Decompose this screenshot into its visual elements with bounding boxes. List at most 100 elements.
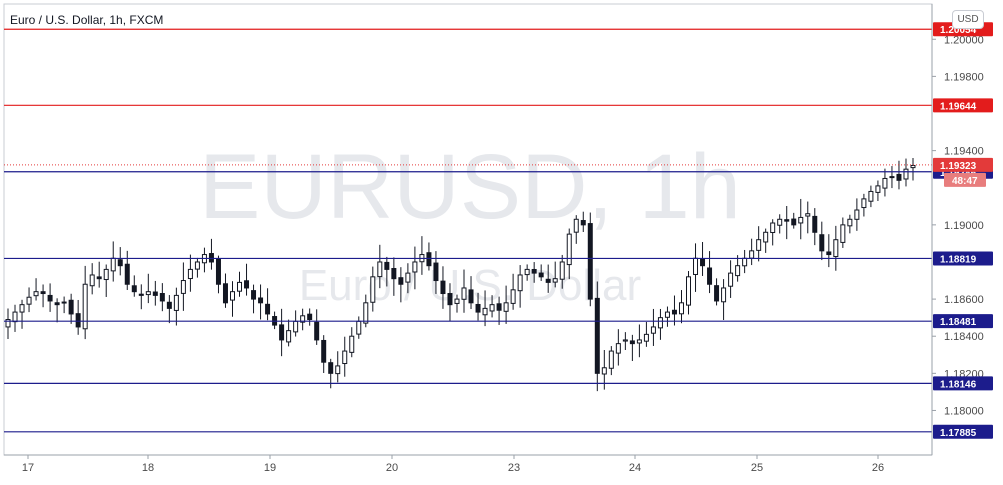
- candle: [622, 332, 628, 351]
- candle: [461, 269, 467, 313]
- candle: [12, 304, 18, 332]
- candle-body: [61, 301, 67, 304]
- candle: [391, 257, 397, 296]
- candle-body: [524, 268, 530, 276]
- candle: [26, 287, 32, 313]
- candle-body: [721, 287, 727, 303]
- time-tick-label: 26: [872, 462, 884, 474]
- candle-body: [510, 289, 516, 304]
- candle-body: [664, 311, 670, 318]
- candle-body: [433, 262, 439, 282]
- candle: [489, 295, 495, 318]
- candle-body: [707, 267, 713, 285]
- candle-body: [300, 315, 306, 323]
- price-axis[interactable]: 1.180001.182001.184001.186001.190001.194…: [931, 4, 984, 455]
- candle-body: [861, 198, 867, 209]
- candle: [131, 275, 137, 297]
- candle-body: [131, 285, 137, 293]
- candle: [721, 279, 727, 321]
- candle: [370, 266, 376, 312]
- candle: [580, 211, 586, 233]
- candle: [777, 214, 783, 234]
- support-tag: [933, 376, 993, 391]
- candle: [180, 262, 186, 311]
- candle-body: [749, 250, 755, 259]
- candle: [307, 308, 313, 326]
- candle: [517, 265, 523, 308]
- candle: [650, 308, 656, 346]
- candle: [244, 263, 250, 296]
- candle: [896, 160, 902, 190]
- candle: [756, 226, 762, 262]
- candle-body: [468, 289, 474, 304]
- candle: [19, 299, 25, 329]
- candle: [208, 238, 214, 270]
- candle-body: [700, 258, 706, 267]
- candle-body: [152, 291, 158, 296]
- candle-body: [903, 168, 909, 180]
- candle: [840, 217, 846, 248]
- candle-body: [258, 297, 264, 304]
- candle: [33, 278, 39, 301]
- price-tags: 1.200541.196441.192861.188191.184811.181…: [933, 22, 993, 439]
- candle: [524, 264, 530, 281]
- candle-body: [545, 278, 551, 283]
- candle-body: [777, 218, 783, 226]
- candle: [559, 254, 565, 289]
- candle: [847, 214, 853, 234]
- candle: [138, 284, 144, 310]
- candle: [272, 311, 278, 330]
- time-tick-label: 19: [264, 462, 276, 474]
- candle-body: [279, 324, 285, 341]
- candle: [117, 247, 123, 276]
- candle-body: [173, 294, 179, 311]
- candle-body: [293, 320, 299, 333]
- candle: [861, 193, 867, 217]
- candle-body: [896, 173, 902, 181]
- candle: [335, 351, 341, 383]
- candle-body: [643, 333, 649, 342]
- chart-title: Euro / U.S. Dollar, 1h, FXCM: [10, 13, 163, 27]
- candle-body: [370, 276, 376, 303]
- candle: [293, 310, 299, 337]
- candle-body: [237, 281, 243, 292]
- candle-body: [622, 339, 628, 342]
- currency-button[interactable]: USD: [952, 10, 984, 29]
- candle: [686, 271, 692, 315]
- candle: [89, 263, 95, 295]
- candle: [96, 261, 102, 288]
- candle-body: [75, 313, 81, 328]
- candle: [573, 215, 579, 244]
- time-axis[interactable]: 17 18 19 20 23 24 25 26: [4, 454, 932, 474]
- candle: [798, 198, 804, 240]
- resistance-tag-label: 1.19644: [940, 101, 977, 112]
- candle: [889, 166, 895, 189]
- time-tick-label: 25: [751, 462, 763, 474]
- candle-body: [110, 257, 116, 272]
- candle: [545, 264, 551, 293]
- candle: [124, 250, 130, 290]
- candle-body: [875, 185, 881, 193]
- price-tick-label: 1.18000: [944, 405, 984, 417]
- candle: [587, 212, 593, 307]
- candle: [854, 198, 860, 231]
- candle-body: [229, 291, 235, 301]
- watermark: EURUSD, 1h Euro / U.S. Dollar: [199, 136, 741, 310]
- candle: [426, 242, 432, 271]
- candle: [791, 212, 797, 229]
- candle-body: [138, 293, 144, 296]
- candle-body: [194, 261, 200, 270]
- candle: [482, 290, 488, 327]
- candle: [678, 290, 684, 324]
- candle-body: [26, 296, 32, 305]
- price-tick-label: 1.19000: [944, 220, 984, 232]
- candle: [215, 255, 221, 294]
- candle-body: [159, 293, 165, 302]
- candle: [440, 266, 446, 309]
- candle-body: [763, 231, 769, 243]
- candle: [166, 295, 172, 324]
- candle: [657, 308, 663, 340]
- candle-body: [552, 278, 558, 283]
